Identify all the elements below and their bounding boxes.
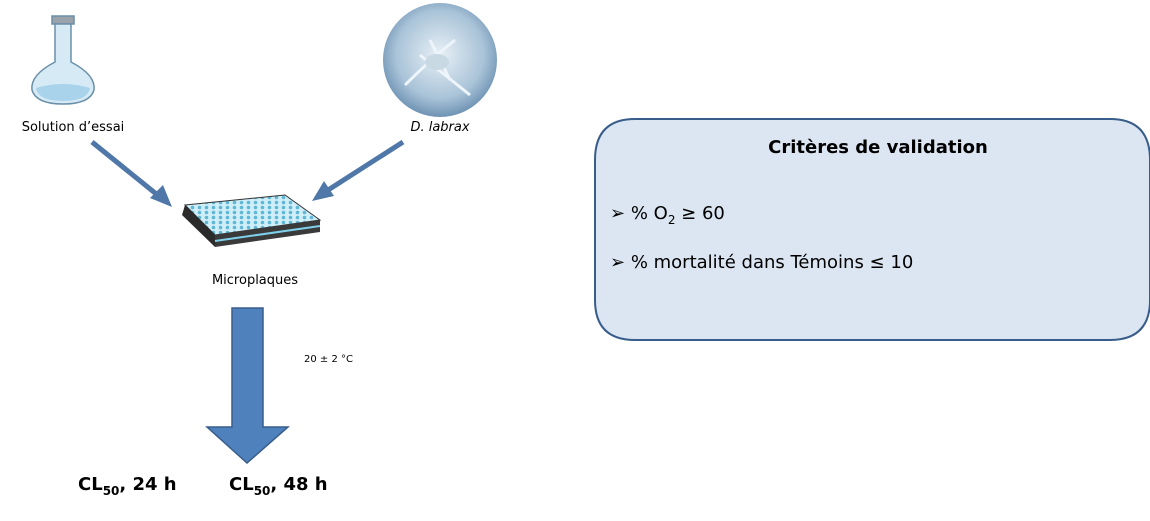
item-rest: ≥ 60: [675, 203, 724, 224]
condition-label: 20 ± 2 °C: [304, 354, 353, 365]
node-label: Microplaques: [212, 273, 298, 288]
flask-icon: [31, 15, 95, 105]
criteria-item: ➢ % mortalité dans Témoins ≤ 10: [610, 252, 913, 273]
flow-arrow: [90, 139, 405, 207]
node-label: D. labrax: [410, 120, 469, 135]
output-rest: , 24 h: [119, 474, 176, 495]
node-label: Solution d’essai: [22, 120, 125, 135]
criteria-title: Critères de validation: [768, 137, 988, 158]
output-sub: 50: [103, 484, 120, 498]
big-arrow: [205, 307, 290, 465]
output-label: CL50, 48 h: [229, 474, 328, 498]
output-base: CL: [78, 474, 103, 495]
output-base: CL: [229, 474, 254, 495]
output-sub: 50: [254, 484, 271, 498]
larva-image: [383, 3, 497, 117]
item-text: % O: [631, 203, 668, 224]
item-sub: 2: [668, 213, 676, 227]
item-text: % mortalité dans Témoins ≤ 10: [631, 252, 913, 273]
microplate-icon: [182, 194, 322, 247]
output-label: CL50, 24 h: [78, 474, 177, 498]
criteria-box: [594, 118, 1150, 341]
bullet: ➢: [610, 203, 631, 224]
bullet: ➢: [610, 252, 631, 273]
output-rest: , 48 h: [270, 474, 327, 495]
criteria-item: ➢ % O2 ≥ 60: [610, 203, 725, 227]
